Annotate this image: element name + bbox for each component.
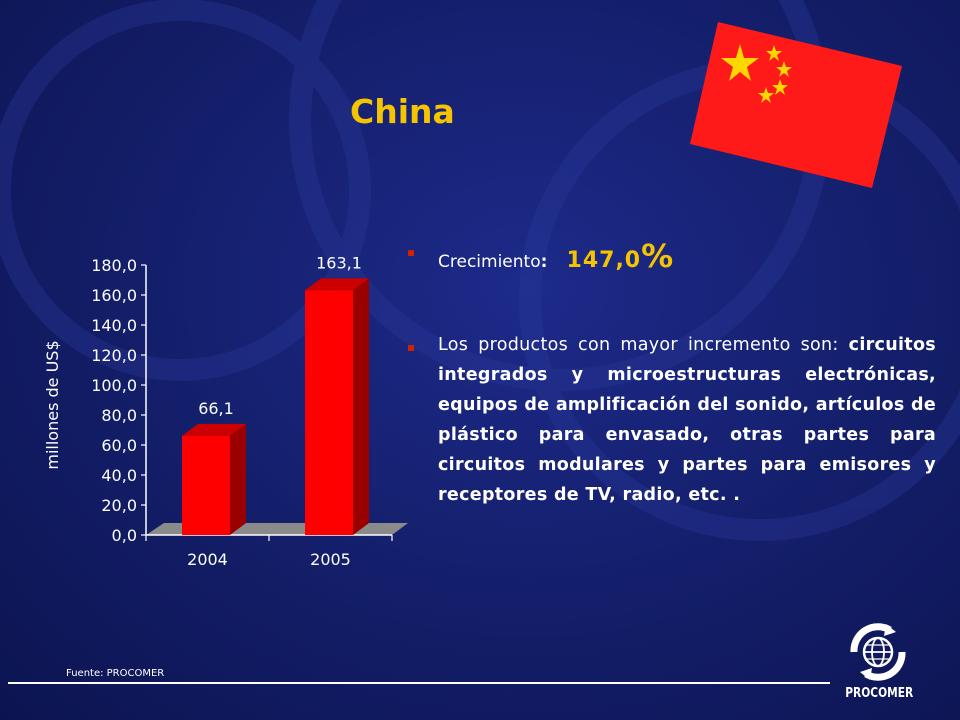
- bar-top: [182, 423, 246, 436]
- page-title: China: [350, 92, 455, 131]
- source-note: Fuente: PROCOMER: [66, 668, 165, 679]
- bar-2004: [182, 435, 230, 535]
- y-tick-label: 60,0: [101, 436, 137, 455]
- data-label: 66,1: [198, 399, 234, 418]
- growth-label: Crecimiento: [438, 252, 541, 272]
- growth-bullet: Crecimiento: 147,0%: [408, 228, 936, 288]
- data-label: 163,1: [316, 253, 362, 272]
- bar-side: [230, 423, 246, 535]
- growth-colon: :: [540, 252, 548, 272]
- y-tick-label: 160,0: [91, 286, 137, 305]
- bar-chart: 0,0 20,0 40,0 60,0 80,0 100,0 120,0 140,0 160,0 1…: [43, 253, 408, 569]
- products-bullet: Los productos con mayor incremento son: …: [408, 330, 936, 510]
- x-tick-label: 2004: [187, 550, 228, 569]
- products-paragraph: Los productos con mayor incremento son: …: [438, 330, 936, 510]
- y-tick-label: 40,0: [101, 466, 137, 485]
- products-list: circuitos integrados y microestructuras …: [438, 335, 936, 505]
- growth-value: 147,0: [566, 248, 642, 273]
- bullet-square-icon: [408, 250, 414, 256]
- y-axis-label: millones de US$: [43, 340, 62, 469]
- bar-top: [305, 278, 369, 291]
- y-tick-label: 20,0: [101, 496, 137, 515]
- y-tick-label: 80,0: [101, 406, 137, 425]
- bar-2005: [305, 290, 353, 535]
- products-intro: Los productos con mayor incremento son:: [438, 335, 849, 355]
- y-tick-label: 180,0: [91, 256, 137, 275]
- y-tick-label: 140,0: [91, 316, 137, 335]
- y-tick-label: 100,0: [91, 376, 137, 395]
- bullet-list: Crecimiento: 147,0% Los productos con ma…: [408, 228, 936, 510]
- bar-side: [353, 278, 369, 535]
- y-tick-label: 120,0: [91, 346, 137, 365]
- growth-percent-sign: %: [641, 237, 674, 275]
- procomer-globe-logo-icon: [850, 623, 906, 681]
- bullet-square-icon: [408, 345, 414, 351]
- footer-divider: [8, 682, 830, 684]
- y-tick-label: 0,0: [112, 526, 137, 545]
- china-flag-icon: [690, 22, 902, 188]
- x-tick-label: 2005: [310, 550, 351, 569]
- logo-text: PROCOMER: [845, 686, 914, 701]
